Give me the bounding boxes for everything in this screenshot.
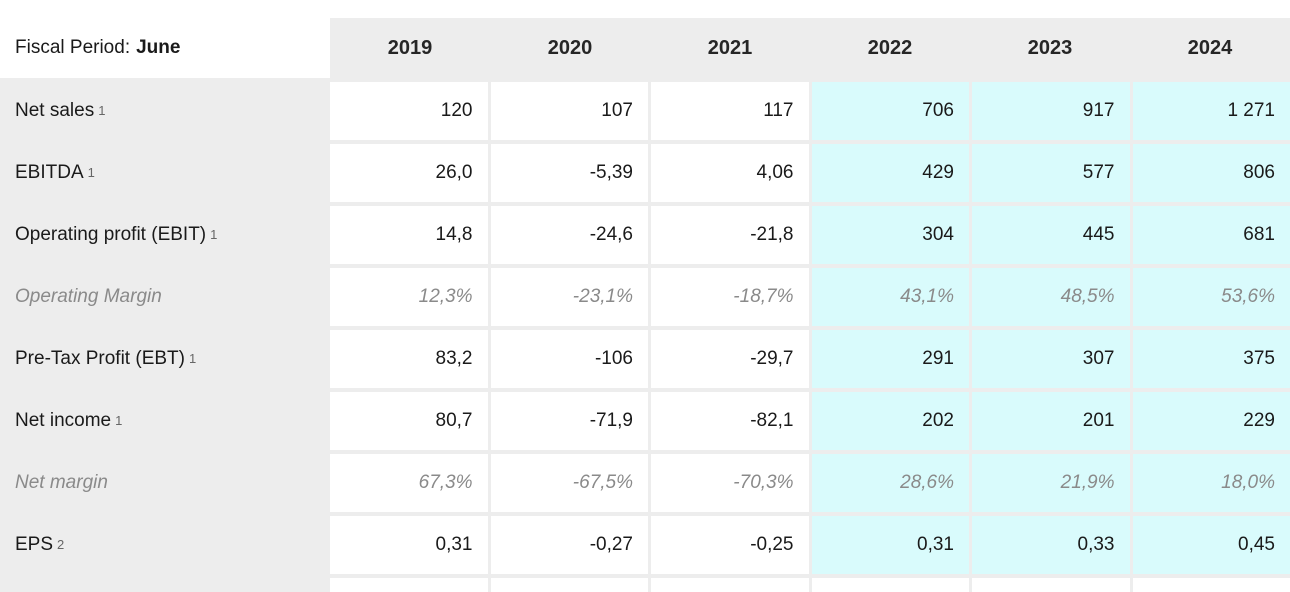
data-cell: 83,2 (330, 330, 488, 388)
data-cell: 0,31 (330, 516, 488, 574)
data-cell: 67,3% (330, 454, 488, 512)
year-header: 2019 (387, 36, 433, 59)
year-header: 2023 (1027, 36, 1073, 59)
data-cell: 706 (811, 82, 969, 140)
data-cell: -67,5% (490, 454, 648, 512)
fiscal-period-value: June (136, 37, 181, 58)
row-label: Operating Margin (0, 268, 330, 326)
data-cell: 917 (972, 82, 1130, 140)
data-cell: 14,8 (330, 206, 488, 264)
row-label-text: Operating profit (EBIT) (15, 224, 207, 245)
data-cell: 229 (1132, 392, 1290, 450)
data-cell: -0,25 (651, 516, 809, 574)
year-header: 2021 (707, 36, 753, 59)
data-cell: -70,3% (651, 454, 809, 512)
data-cell: 681 (1132, 206, 1290, 264)
financials-table: Fiscal Period: June Net sales 1 EBITDA 1 Ope… (0, 18, 1290, 592)
data-cell: 375 (1132, 330, 1290, 388)
data-cell: 26,0 (330, 144, 488, 202)
data-cell: -106 (490, 330, 648, 388)
label-column: Fiscal Period: June Net sales 1 EBITDA 1 Ope… (0, 18, 330, 592)
year-header: 2024 (1187, 36, 1233, 59)
partial-row-cell (651, 578, 809, 592)
data-cell: 28,6% (811, 454, 969, 512)
data-cell: 307 (972, 330, 1130, 388)
row-label-text: Net sales (15, 100, 95, 121)
data-cell: 0,45 (1132, 516, 1290, 574)
row-label-text: Pre-Tax Profit (EBT) (15, 348, 185, 369)
partial-row-cell (330, 578, 488, 592)
data-cell: 429 (811, 144, 969, 202)
partial-row-cell (972, 578, 1130, 592)
row-label: Net sales 1 (15, 100, 106, 121)
fiscal-period-label: Fiscal Period: (15, 37, 131, 58)
data-cell: 21,9% (972, 454, 1130, 512)
row-label-text: Net margin (15, 472, 108, 493)
data-cell: -21,8 (651, 206, 809, 264)
row-label-text: EPS (15, 534, 54, 555)
row-label: Pre-Tax Profit (EBT) 1 (15, 348, 197, 369)
row-label: EPS 2 (15, 534, 65, 555)
fiscal-period-header: Fiscal Period: June (0, 18, 330, 78)
data-cell: -29,7 (651, 330, 809, 388)
partial-row-cell (811, 578, 969, 592)
data-cell: 304 (811, 206, 969, 264)
data-cell: 80,7 (330, 392, 488, 450)
partial-row-cell (1132, 578, 1290, 592)
data-cell: -0,27 (490, 516, 648, 574)
row-label: Net income 1 (15, 410, 123, 431)
data-cell: 117 (651, 82, 809, 140)
data-grid: 2019 2020 2021 2022 2023 2024 120 107 117 706 917… (330, 18, 1290, 592)
data-cell: 202 (811, 392, 969, 450)
data-cell: 0,33 (972, 516, 1130, 574)
row-label: Operating profit (EBIT) 1 (15, 224, 218, 245)
data-cell: -24,6 (490, 206, 648, 264)
data-cell: 201 (972, 392, 1130, 450)
data-cell: -23,1% (490, 268, 648, 326)
data-cell: 806 (1132, 144, 1290, 202)
data-cell: -71,9 (490, 392, 648, 450)
row-label-list: Net sales 1 EBITDA 1 Operating profit (EBIT)… (0, 78, 330, 592)
data-cell: 445 (972, 206, 1130, 264)
row-label: EBITDA 1 (15, 162, 95, 183)
data-cell: 0,31 (811, 516, 969, 574)
data-cell: 107 (490, 82, 648, 140)
data-cell: 12,3% (330, 268, 488, 326)
data-cell: -18,7% (651, 268, 809, 326)
data-cell: -5,39 (490, 144, 648, 202)
row-label-text: Net income (15, 410, 112, 431)
row-label-text: Operating Margin (15, 286, 162, 307)
data-cell: 18,0% (1132, 454, 1290, 512)
year-header: 2022 (867, 36, 913, 59)
data-cell: 291 (811, 330, 969, 388)
row-label: Net margin (0, 454, 330, 512)
row-label-text: EBITDA (15, 162, 84, 183)
data-cell: 120 (330, 82, 488, 140)
data-cell: 577 (972, 144, 1130, 202)
data-cell: 43,1% (811, 268, 969, 326)
data-cell: 53,6% (1132, 268, 1290, 326)
data-cell: 48,5% (972, 268, 1130, 326)
partial-row-cell (490, 578, 648, 592)
year-header-row: 2019 2020 2021 2022 2023 2024 (330, 18, 1290, 78)
year-header: 2020 (547, 36, 593, 59)
data-cell: 4,06 (651, 144, 809, 202)
data-cell: -82,1 (651, 392, 809, 450)
data-cell: 1 271 (1132, 82, 1290, 140)
